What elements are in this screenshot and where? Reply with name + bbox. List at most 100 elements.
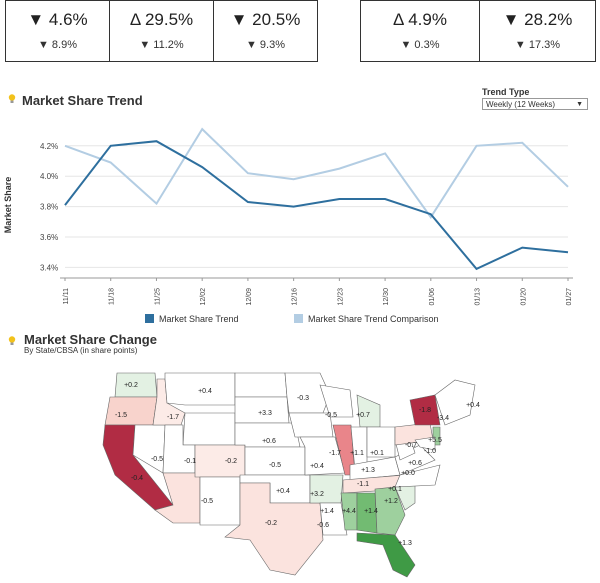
map-labels: +0.2 +0.4 -1.5 -1.7 +3.3 -0.3 -0.5 +0.7 +0.4 -3.4… <box>115 382 480 547</box>
map-value-label: -0.5 <box>201 498 213 505</box>
kpi-main-value: Δ 4.9% <box>393 10 447 29</box>
map-value-label: +1.3 <box>398 540 412 547</box>
dropdown-arrow-icon: ▼ <box>576 101 583 108</box>
map-value-label: -1.5 <box>115 412 127 419</box>
state-nc[interactable] <box>394 464 441 488</box>
map-value-label: +0.4 <box>310 463 324 470</box>
x-tick-label: 12/09 <box>246 288 253 306</box>
map-value-label: +0.7 <box>356 412 370 419</box>
kpi-sub-value: ▼ 0.3% <box>400 39 440 51</box>
map-value-label: +0.1 <box>388 486 402 493</box>
kpi-group-left: ▼ 4.6% ▼ 8.9% Δ 29.5% ▼ 11.2% ▼ 20.5% ▼ … <box>5 0 318 62</box>
map-value-label: +0.4 <box>466 402 480 409</box>
x-tick-label: 01/13 <box>475 288 482 306</box>
map-value-label: +0.4 <box>198 388 212 395</box>
map-value-label: -0.3 <box>297 395 309 402</box>
trend-chart: 3.4% 3.6% 3.8% 4.0% 4.2% 11/11 11/18 11/25 12/0… <box>3 127 573 324</box>
state-nd[interactable] <box>234 372 288 398</box>
x-tick-label: 11/25 <box>154 288 161 305</box>
legend-label-trend: Market Share Trend <box>159 314 239 324</box>
map-value-label: -0.2 <box>265 520 277 527</box>
kpi-group-right: Δ 4.9% ▼ 0.3% ▼ 28.2% ▼ 17.3% <box>360 0 596 62</box>
map-value-label: -0.5 <box>325 412 337 419</box>
kpi-box: Δ 4.9% ▼ 0.3% <box>360 0 480 62</box>
kpi-box: ▼ 28.2% ▼ 17.3% <box>479 0 596 62</box>
kpi-sub-value: ▼ 8.9% <box>37 39 77 51</box>
state-co[interactable] <box>194 444 246 478</box>
x-tick-label: 11/18 <box>109 288 116 305</box>
kpi-main-value: Δ 29.5% <box>129 10 194 29</box>
state-wy[interactable] <box>182 412 236 446</box>
map-value-label: +0.1 <box>370 450 384 457</box>
y-tick-label: 3.6% <box>40 233 58 242</box>
state-fl[interactable] <box>356 532 416 578</box>
kpi-main-value: ▼ 28.2% <box>502 10 573 29</box>
kpi-box: ▼ 4.6% ▼ 8.9% <box>5 0 110 62</box>
kpi-box: Δ 29.5% ▼ 11.2% <box>109 0 214 62</box>
kpi-main-value: ▼ 4.6% <box>27 10 88 29</box>
map-title: Market Share Change <box>24 332 157 347</box>
state-ga[interactable] <box>374 486 406 536</box>
state-ar[interactable] <box>309 474 344 504</box>
trend-type-select[interactable]: Weekly (12 Weeks) ▼ <box>482 98 588 110</box>
map-value-label: +1.2 <box>384 498 398 505</box>
chart-grid <box>60 145 573 279</box>
map-value-label: +1.4 <box>320 508 334 515</box>
legend: Market Share Trend Market Share Trend Co… <box>145 314 439 324</box>
map-value-label: -1.7 <box>167 414 179 421</box>
chart-series <box>64 127 569 271</box>
map-value-label: -0.1 <box>184 458 196 465</box>
y-axis-label: Market Share <box>3 177 13 234</box>
x-tick-label: 11/11 <box>63 288 70 305</box>
trend-type-label: Trend Type <box>482 87 530 97</box>
map-value-label: +0.0 <box>401 470 415 477</box>
map-value-label: +5.5 <box>428 437 442 444</box>
y-tick-label: 3.8% <box>40 203 58 212</box>
x-tick-label: 12/30 <box>383 288 390 306</box>
map-value-label: -0.7 <box>405 442 417 449</box>
legend-label-comparison: Market Share Trend Comparison <box>308 314 439 324</box>
x-tick-label: 12/23 <box>337 288 344 306</box>
state-md[interactable] <box>414 436 436 451</box>
x-tick-label: 12/02 <box>200 288 207 306</box>
map-value-label: -0.2 <box>225 458 237 465</box>
map-value-label: -1.1 <box>357 481 369 488</box>
state-mi[interactable] <box>356 394 381 428</box>
map-value-label: -1.8 <box>419 407 431 414</box>
state-new-england[interactable] <box>434 379 476 426</box>
state-wi[interactable] <box>319 384 354 418</box>
legend-swatch-comparison <box>294 314 303 323</box>
map-value-label: +3.2 <box>310 491 324 498</box>
map-value-label: +1.4 <box>364 508 378 515</box>
map-value-label: +1.3 <box>361 467 375 474</box>
state-ks[interactable] <box>244 446 306 476</box>
x-tick-label: 01/06 <box>429 288 436 306</box>
kpi-sub-value: ▼ 9.3% <box>245 39 285 51</box>
series-line-trend[interactable] <box>64 140 569 271</box>
state-mo[interactable] <box>299 436 346 476</box>
map-value-label: +0.4 <box>276 488 290 495</box>
map-value-label: +4.4 <box>342 508 356 515</box>
map-value-label: -0.4 <box>131 475 143 482</box>
state-tx[interactable] <box>224 482 324 576</box>
map-value-label: -0.5 <box>269 462 281 469</box>
kpi-box: ▼ 20.5% ▼ 9.3% <box>213 0 318 62</box>
series-line-comparison[interactable] <box>64 127 569 219</box>
state-or[interactable] <box>104 396 158 426</box>
map-subtitle: By State/CBSA (in share points) <box>24 346 138 355</box>
lightbulb-icon <box>8 94 16 103</box>
x-tick-label: 12/16 <box>292 288 299 306</box>
x-tick-labels: 11/11 11/18 11/25 12/02 12/09 12/16 12/23 12/30… <box>63 278 573 306</box>
y-tick-label: 3.4% <box>40 263 58 272</box>
kpi-sub-value: ▼ 11.2% <box>139 39 184 51</box>
legend-swatch-trend <box>145 314 154 323</box>
state-ny[interactable] <box>409 394 441 426</box>
trend-type-value: Weekly (12 Weeks) <box>486 100 556 109</box>
x-tick-label: 01/20 <box>520 288 527 306</box>
kpi-main-value: ▼ 20.5% <box>230 10 301 29</box>
map-value-label: -0.6 <box>317 522 329 529</box>
us-map: +0.2 +0.4 -1.5 -1.7 +3.3 -0.3 -0.5 +0.7 +0.4 -3.4… <box>102 372 480 578</box>
state-la[interactable] <box>319 502 348 536</box>
lightbulb-icon <box>8 336 16 345</box>
map-value-label: -0.5 <box>151 456 163 463</box>
